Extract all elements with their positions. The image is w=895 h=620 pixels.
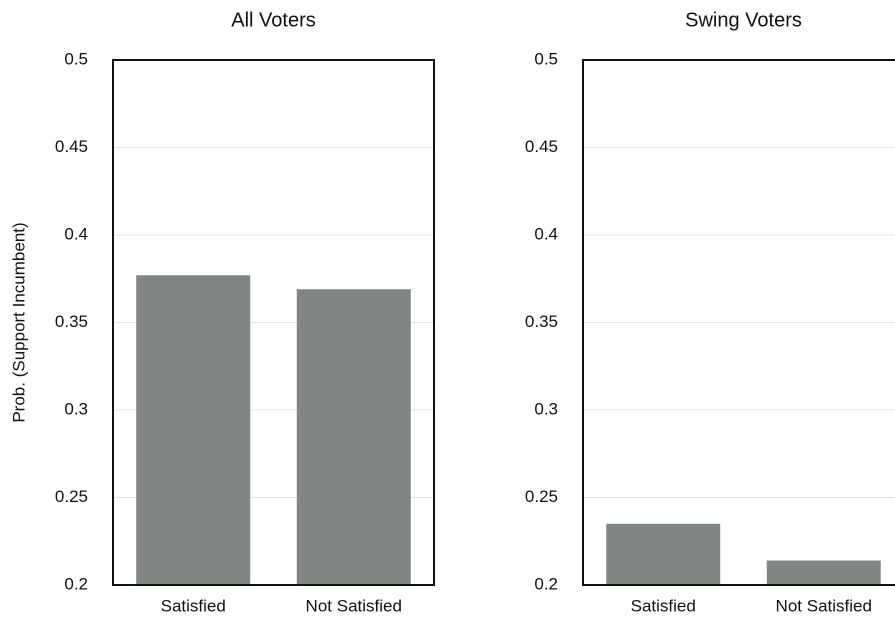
y-tick-label: 0.35 — [525, 312, 558, 331]
y-tick-label: 0.3 — [64, 399, 88, 418]
bar — [766, 560, 881, 585]
y-tick-label: 0.5 — [534, 49, 558, 68]
bar — [606, 523, 721, 585]
y-tick-label: 0.4 — [534, 224, 558, 243]
y-tick-label: 0.25 — [525, 487, 558, 506]
x-tick-label: Satisfied — [161, 596, 226, 615]
x-tick-label: Not Satisfied — [306, 596, 402, 615]
y-tick-label: 0.2 — [534, 574, 558, 593]
y-tick-label: 0.35 — [55, 312, 88, 331]
x-tick-label: Satisfied — [631, 596, 696, 615]
bar — [296, 289, 411, 585]
plot-frame — [112, 59, 435, 586]
x-tick-label: Not Satisfied — [776, 596, 872, 615]
plot-frame — [582, 59, 895, 586]
y-tick-label: 0.3 — [534, 399, 558, 418]
chart-title: All Voters — [231, 9, 315, 31]
y-tick-label: 0.45 — [55, 137, 88, 156]
bar — [136, 275, 251, 585]
y-tick-label: 0.45 — [525, 137, 558, 156]
y-tick-label: 0.2 — [64, 574, 88, 593]
y-tick-label: 0.25 — [55, 487, 88, 506]
y-tick-label: 0.4 — [64, 224, 88, 243]
y-axis-label: Prob. (Support Incumbent) — [9, 222, 28, 422]
chart-title: Swing Voters — [685, 9, 802, 31]
y-tick-label: 0.5 — [64, 49, 88, 68]
